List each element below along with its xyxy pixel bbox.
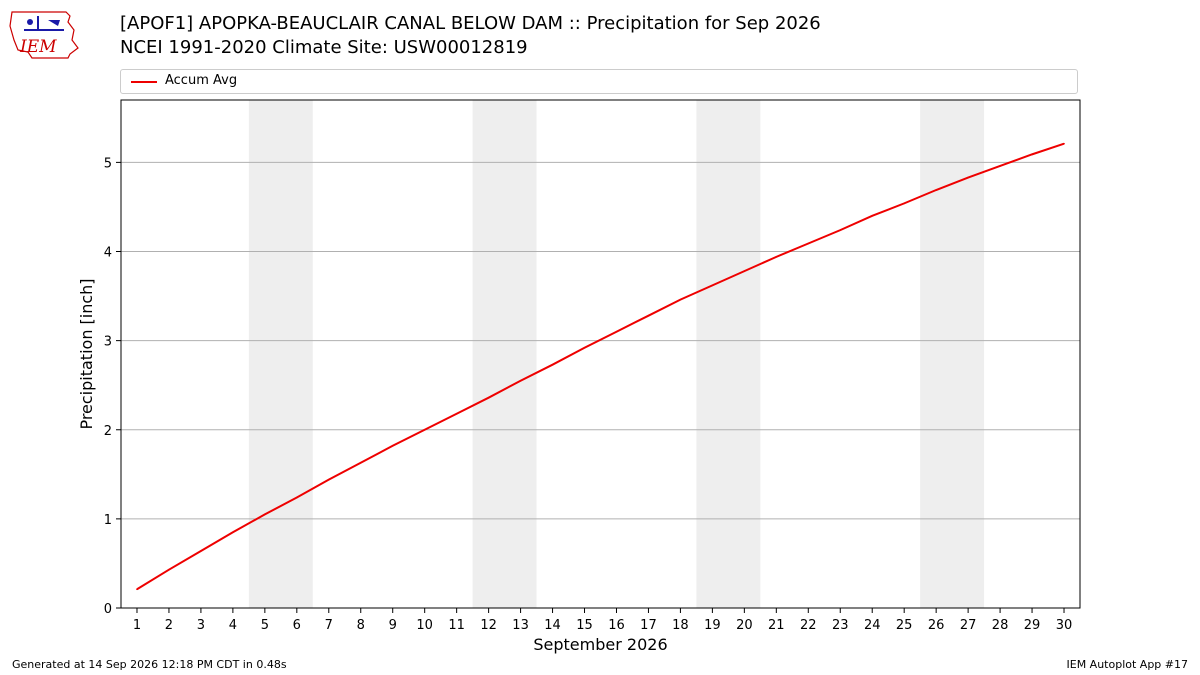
plot-frame xyxy=(120,99,1081,609)
data-point xyxy=(615,330,618,333)
x-tick-label: 9 xyxy=(389,618,397,633)
chart-title: [APOF1] APOPKA-BEAUCLAIR CANAL BELOW DAM… xyxy=(120,12,821,60)
x-tick-label: 17 xyxy=(640,618,657,633)
x-tick-label: 8 xyxy=(357,618,365,633)
x-tick-label: 19 xyxy=(704,618,721,633)
data-point xyxy=(999,165,1001,167)
data-point xyxy=(359,461,362,464)
data-point xyxy=(200,550,202,552)
y-axis-label: Precipitation [inch] xyxy=(77,278,96,429)
x-tick-label: 21 xyxy=(768,618,785,633)
data-point xyxy=(391,444,394,447)
data-point xyxy=(903,202,905,205)
x-tick-label: 22 xyxy=(800,618,817,633)
data-point xyxy=(136,588,138,591)
data-point xyxy=(519,379,522,382)
data-point xyxy=(679,298,682,301)
x-tick-label: 28 xyxy=(992,618,1009,633)
x-tick-label: 23 xyxy=(832,618,849,633)
legend-label-accum-avg: Accum Avg xyxy=(165,73,238,88)
title-line-2: NCEI 1991-2020 Climate Site: USW00012819 xyxy=(120,37,528,58)
legend: Accum Avg xyxy=(120,69,1078,94)
x-tick-label: 5 xyxy=(261,618,269,633)
weekend-band xyxy=(472,100,537,608)
y-tick-label: 2 xyxy=(104,424,112,439)
data-point xyxy=(296,496,298,499)
x-tick-label: 10 xyxy=(416,618,433,633)
data-point xyxy=(711,284,714,287)
x-tick-label: 4 xyxy=(229,618,237,633)
x-tick-label: 13 xyxy=(512,618,529,633)
data-point xyxy=(935,189,937,191)
data-point xyxy=(487,396,490,399)
data-point xyxy=(871,215,874,217)
data-point xyxy=(423,428,426,431)
x-axis-label: September 2026 xyxy=(533,635,667,654)
x-tick-label: 26 xyxy=(928,618,945,633)
y-tick-label: 5 xyxy=(104,156,112,171)
y-tick-label: 1 xyxy=(104,513,112,528)
data-point xyxy=(327,478,330,481)
x-tick-label: 20 xyxy=(736,618,753,633)
x-tick-label: 29 xyxy=(1024,618,1041,633)
x-tick-label: 16 xyxy=(608,618,625,633)
weekend-band xyxy=(696,100,761,608)
x-tick-label: 27 xyxy=(960,618,977,633)
data-point xyxy=(775,256,778,258)
data-point xyxy=(647,314,650,317)
x-tick-label: 18 xyxy=(672,618,689,633)
data-point xyxy=(583,346,586,349)
x-tick-label: 30 xyxy=(1056,618,1073,633)
data-point xyxy=(1031,153,1033,156)
x-tick-label: 3 xyxy=(197,618,205,633)
x-tick-label: 24 xyxy=(864,618,881,633)
data-point xyxy=(264,513,266,516)
y-tick-label: 0 xyxy=(104,602,112,617)
iem-logo: IEM xyxy=(9,11,79,59)
title-line-1: [APOF1] APOPKA-BEAUCLAIR CANAL BELOW DAM… xyxy=(120,13,821,34)
x-tick-label: 25 xyxy=(896,618,913,633)
data-point xyxy=(455,412,458,415)
x-tick-label: 1 xyxy=(133,618,141,633)
data-point xyxy=(551,363,554,366)
x-tick-label: 11 xyxy=(448,618,465,633)
data-point xyxy=(743,270,746,272)
data-point xyxy=(168,568,170,571)
y-tick-label: 3 xyxy=(104,335,112,350)
x-tick-label: 7 xyxy=(325,618,333,633)
data-point xyxy=(1063,142,1065,145)
x-tick-label: 15 xyxy=(576,618,593,633)
weekend-band xyxy=(248,100,313,608)
data-point xyxy=(967,176,969,179)
x-tick-label: 14 xyxy=(544,618,561,633)
series-line-accum-avg xyxy=(136,142,1065,591)
data-point xyxy=(807,242,810,245)
generated-timestamp: Generated at 14 Sep 2026 12:18 PM CDT in… xyxy=(12,658,287,671)
logo-text: IEM xyxy=(19,37,57,57)
x-tick-label: 6 xyxy=(293,618,301,633)
data-point xyxy=(232,531,234,534)
data-point xyxy=(839,229,842,231)
y-tick-label: 4 xyxy=(104,246,112,261)
x-tick-label: 12 xyxy=(480,618,497,633)
x-tick-label: 2 xyxy=(165,618,173,633)
app-id: IEM Autoplot App #17 xyxy=(1066,658,1189,671)
legend-swatch-accum-avg xyxy=(131,81,157,83)
